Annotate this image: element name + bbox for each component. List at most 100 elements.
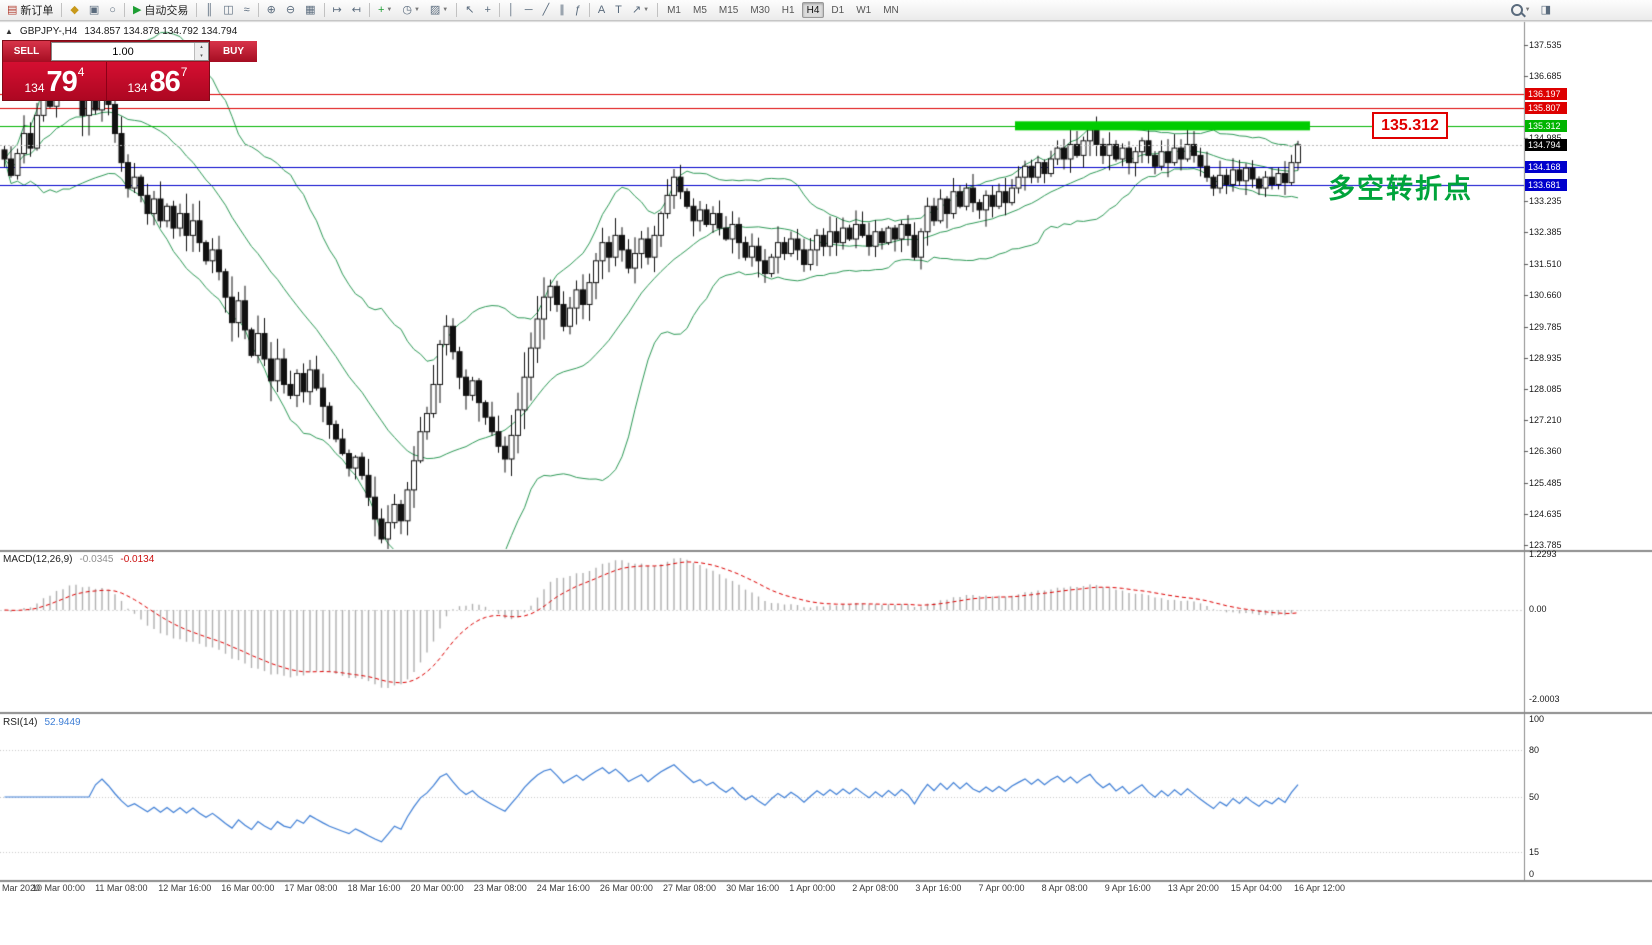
indicators-button[interactable]: + ▼: [374, 2, 396, 19]
macd-main-value: -0.0345: [79, 554, 114, 565]
volume-input[interactable]: [52, 44, 194, 59]
metaeditor-button[interactable]: ◆: [66, 2, 82, 19]
toolbar-left-group: ▤ 新订单 ◆ ▣ ○ ▶ 自动交易 ║ ◫ ≈ ⊕ ⊖ ▦ ↦ ↤ + ▼ ◷ ▼ ▨ ▼ ↖ + │ ─ ╱ ∥ ƒ A T ↗ ▼: [2, 2, 661, 19]
timeframe-w1-button[interactable]: W1: [851, 2, 876, 18]
rsi-axis-label: 50: [1529, 792, 1540, 802]
dropdown-arrow-icon: ▼: [413, 7, 420, 13]
buy-price-sup: 7: [180, 65, 188, 79]
rsi-axis-label: 15: [1529, 847, 1540, 858]
rsi-value: 52.9449: [44, 717, 81, 728]
fibonacci-button[interactable]: ƒ: [571, 2, 585, 19]
cursor-icon: ↖: [465, 3, 475, 16]
price-axis-tick: 125.485: [1529, 478, 1562, 489]
autotrading-icon: ▶: [132, 3, 142, 16]
candlestick-chart-button[interactable]: ◫: [219, 2, 237, 19]
rsi-axis-label: 100: [1529, 714, 1545, 724]
timeframe-m1-button[interactable]: M1: [662, 2, 686, 18]
ohlc-values: 134.857 134.878 134.792 134.794: [84, 26, 238, 37]
volume-up-button[interactable]: ▴: [195, 43, 208, 52]
search-button[interactable]: ▼: [1507, 2, 1535, 19]
time-axis-label: 9 Apr 16:00: [1104, 883, 1151, 893]
sell-price[interactable]: 134 79 4: [3, 62, 106, 100]
print-icon: ▣: [88, 3, 100, 16]
zoom-in-button[interactable]: ⊕: [263, 2, 280, 19]
price-axis-tick: 137.535: [1529, 40, 1562, 50]
toolbar-right-group: ▼ ◨: [1506, 2, 1556, 19]
vertical-line-button[interactable]: │: [504, 2, 519, 19]
trade-panel-toggle[interactable]: ▲: [5, 27, 13, 36]
horizontal-line-button[interactable]: ─: [521, 2, 537, 19]
macd-axis-label: 0.00: [1529, 604, 1547, 614]
toolbar-separator: [368, 3, 370, 17]
arrows-icon: ↗: [631, 3, 642, 16]
zoom-out-button[interactable]: ⊖: [282, 2, 299, 19]
periods-button[interactable]: ◷ ▼: [398, 2, 424, 19]
vertical-line-icon: │: [507, 3, 515, 16]
buy-price[interactable]: 134 86 7: [106, 62, 209, 100]
tile-windows-button[interactable]: ▦: [301, 2, 319, 19]
print-button[interactable]: ▣: [85, 2, 103, 19]
macd-axis-label: -2.0003: [1529, 694, 1560, 704]
time-axis-label: 17 Mar 08:00: [284, 883, 338, 893]
time-axis-label: 12 Mar 16:00: [158, 883, 212, 893]
volume-down-button[interactable]: ▾: [195, 51, 208, 60]
trendline-button[interactable]: ╱: [539, 2, 554, 19]
timeframe-m15-button[interactable]: M15: [714, 2, 743, 18]
crosshair-icon: +: [484, 3, 491, 16]
crosshair-button[interactable]: +: [480, 2, 494, 19]
toolbar-separator: [456, 3, 458, 17]
text-label-button[interactable]: T: [611, 2, 626, 19]
new-order-label: 新订单: [20, 5, 54, 17]
price-divider: [106, 62, 107, 100]
zoom-out-icon: ⊖: [285, 3, 296, 16]
turning-point-annotation[interactable]: 多空转折点: [1328, 174, 1473, 204]
dropdown-arrow-icon: ▼: [386, 7, 393, 13]
timeframe-mn-button[interactable]: MN: [878, 2, 904, 18]
main-toolbar: ▤ 新订单 ◆ ▣ ○ ▶ 自动交易 ║ ◫ ≈ ⊕ ⊖ ▦ ↦ ↤ + ▼ ◷ ▼ ▨ ▼ ↖ + │ ─ ╱ ∥ ƒ A T ↗ ▼ M1…: [0, 0, 1652, 21]
rsi-label: RSI(14): [3, 717, 38, 728]
new-window-button[interactable]: ◨: [1537, 2, 1555, 19]
time-axis-label: 16 Apr 12:00: [1294, 883, 1346, 893]
timeframe-h4-button[interactable]: H4: [801, 2, 825, 18]
auto-scroll-button[interactable]: ↦: [329, 2, 346, 19]
print-preview-button[interactable]: ○: [105, 2, 120, 19]
autotrading-button[interactable]: ▶ 自动交易: [129, 2, 192, 19]
macd-signal-value: -0.0134: [120, 554, 155, 565]
cursor-button[interactable]: ↖: [461, 2, 478, 19]
line-chart-button[interactable]: ≈: [240, 2, 254, 19]
sell-button[interactable]: SELL: [3, 41, 50, 62]
chart-shift-button[interactable]: ↤: [348, 2, 365, 19]
bar-chart-icon: ║: [205, 3, 214, 16]
buy-button[interactable]: BUY: [210, 41, 257, 62]
templates-button[interactable]: ▨ ▼: [426, 2, 452, 19]
arrows-button[interactable]: ↗ ▼: [628, 2, 653, 19]
trade-panel-prices: 134 79 4 134 86 7: [3, 62, 209, 100]
sell-price-big: 79: [46, 66, 78, 98]
timeframe-d1-button[interactable]: D1: [826, 2, 849, 18]
equidistant-channel-button[interactable]: ∥: [555, 2, 569, 19]
time-axis-label: 11 Mar 08:00: [95, 883, 148, 893]
resistance-price-label[interactable]: 135.312: [1372, 112, 1448, 139]
text-button[interactable]: A: [594, 2, 609, 19]
timeframe-m5-button[interactable]: M5: [688, 2, 712, 18]
chart-header: ▲ GBPJPY-,H4 134.857 134.878 134.792 134…: [5, 26, 237, 37]
line-chart-icon: ≈: [243, 3, 250, 16]
bar-chart-button[interactable]: ║: [201, 2, 217, 19]
time-axis-label: 13 Apr 20:00: [1167, 883, 1219, 893]
toolbar-separator: [61, 3, 63, 17]
timeframe-m30-button[interactable]: M30: [745, 2, 774, 18]
rsi-axis-label: 80: [1529, 744, 1540, 755]
zoom-in-icon: ⊕: [266, 3, 276, 16]
volume-spinner: ▴ ▾: [194, 43, 208, 60]
price-axis-tick: 128.085: [1529, 383, 1562, 394]
new-order-button[interactable]: ▤ 新订单: [3, 2, 57, 19]
dropdown-arrow-icon: ▼: [442, 7, 449, 13]
time-axis-label: 2 Apr 08:00: [852, 883, 899, 893]
auto-scroll-icon: ↦: [332, 3, 342, 16]
metaeditor-icon: ◆: [70, 3, 79, 16]
timeframe-h1-button[interactable]: H1: [777, 2, 800, 18]
level-price-tag: 135.807: [1525, 101, 1567, 114]
dropdown-arrow-icon: ▼: [643, 7, 650, 13]
